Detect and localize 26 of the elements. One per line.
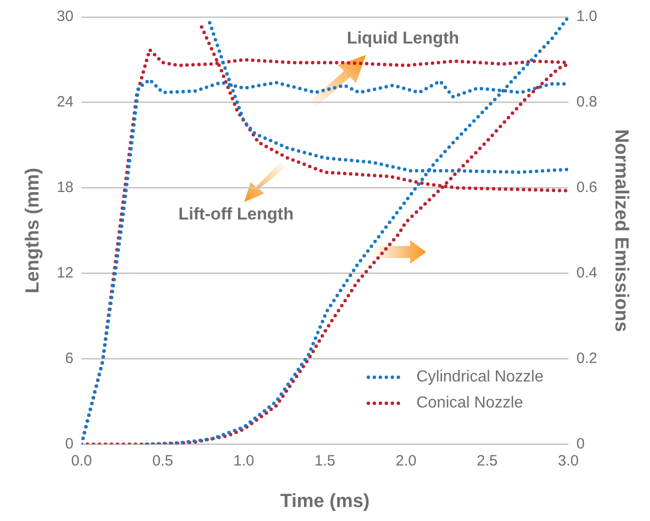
y-axis-title: Lengths (mm) [22, 168, 44, 294]
y2-tick-label: 0.8 [576, 94, 598, 111]
x-tick-label: 2.0 [396, 452, 416, 470]
x-tick-label: 3.0 [558, 452, 579, 470]
y2-tick-label: 0.4 [576, 264, 598, 282]
y2-tick-label: 0.2 [576, 350, 598, 367]
y2-tick-label: 0.6 [576, 179, 598, 196]
annotation: Liquid Length [346, 28, 460, 48]
y-tick-label: 0 [65, 435, 74, 452]
x-tick-label: 0.5 [152, 452, 174, 470]
x-tick-label: 2.5 [476, 452, 498, 470]
legend-label: Conical Nozzle [416, 394, 524, 412]
y-tick-label: 30 [56, 8, 74, 26]
y2-tick-label: 1.0 [576, 8, 598, 26]
x-tick-label: 0.0 [71, 452, 92, 470]
y-tick-label: 6 [65, 350, 74, 367]
y2-axis-title: Normalized Emissions [610, 129, 632, 332]
x-tick-label: 1.0 [233, 452, 254, 470]
x-tick-label: 1.5 [314, 452, 336, 470]
y-tick-label: 18 [56, 179, 74, 196]
x-axis-title: Time (ms) [280, 490, 370, 512]
y-tick-label: 12 [56, 264, 74, 282]
annotation: Lift-off Length [178, 204, 294, 224]
legend-label: Cylindrical Nozzle [416, 368, 544, 386]
y-tick-label: 24 [56, 94, 74, 111]
y2-tick-label: 0 [576, 435, 585, 452]
